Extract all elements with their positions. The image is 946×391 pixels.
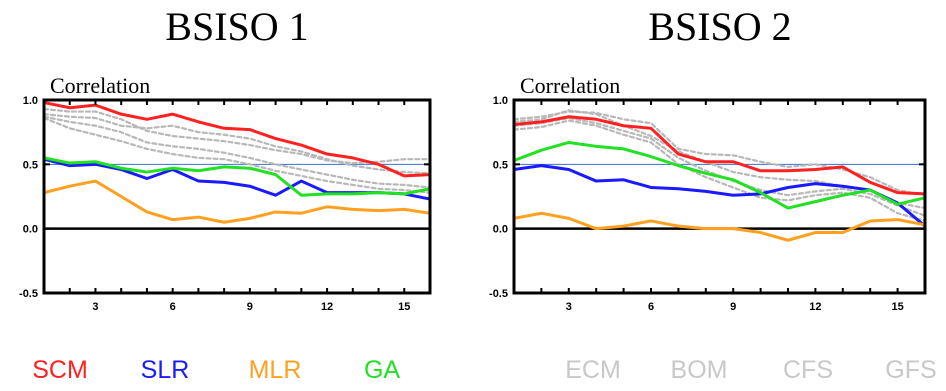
y-tick-label: 1.0 — [23, 95, 38, 107]
x-tick-label: 15 — [891, 301, 903, 313]
y-tick-label: -0.5 — [489, 288, 508, 300]
x-tick-label: 3 — [566, 301, 572, 313]
x-tick-label: 15 — [398, 301, 410, 313]
y-tick-label: 0.5 — [493, 159, 508, 171]
x-tick-label: 9 — [247, 301, 253, 313]
y-tick-label: 1.0 — [493, 95, 508, 107]
panel-title: BSISO 2 — [648, 4, 791, 49]
series-line-gfs — [42, 116, 432, 194]
x-tick-label: 6 — [648, 301, 654, 313]
series-line-scm — [512, 115, 927, 196]
legend-entry-scm: SCM — [32, 356, 88, 384]
series-line-ecm — [42, 113, 432, 175]
series-line-ga — [42, 156, 432, 197]
y-axis-label: Correlation — [520, 73, 620, 98]
y-tick-label: 0.0 — [23, 224, 38, 236]
legend-entry-ecm: ECM — [565, 356, 621, 384]
legend-entry-slr: SLR — [141, 356, 190, 384]
x-tick-label: 12 — [809, 301, 821, 313]
legend-entry-gfs: GFS — [885, 356, 936, 384]
series-line-slr — [512, 164, 927, 228]
chart-panel-1: BSISO 1 Correlation -0.5 0.0 0.5 1.0 3 6 9 12 15 — [19, 4, 432, 313]
series-line-gfs — [512, 119, 927, 223]
plot-frame — [512, 98, 927, 295]
x-tick-label: 3 — [92, 301, 98, 313]
series-line-mlr — [42, 179, 432, 224]
series-line-scm — [42, 101, 432, 178]
series-line-ga — [512, 140, 927, 210]
legend-entry-bom: BOM — [671, 356, 728, 384]
y-axis-label: Correlation — [50, 73, 150, 98]
panel-title: BSISO 1 — [165, 4, 308, 49]
series-line-mlr — [512, 211, 927, 242]
y-tick-label: -0.5 — [19, 288, 38, 300]
x-tick-label: 9 — [730, 301, 736, 313]
chart-panel-2: BSISO 2 Correlation -0.5 0.0 0.5 1.0 3 6 9 12 15 — [489, 4, 927, 313]
y-tick-label: 0.0 — [493, 224, 508, 236]
legend: SCM SLR MLR GA ECM BOM CFS GFS — [32, 356, 936, 384]
legend-entry-ga: GA — [364, 356, 400, 384]
series-line-cfs — [42, 115, 432, 189]
x-tick-label: 12 — [321, 301, 333, 313]
plot-frame — [42, 98, 432, 295]
legend-entry-mlr: MLR — [249, 356, 302, 384]
legend-entry-cfs: CFS — [783, 356, 833, 384]
y-tick-label: 0.5 — [23, 159, 38, 171]
x-tick-label: 6 — [170, 301, 176, 313]
